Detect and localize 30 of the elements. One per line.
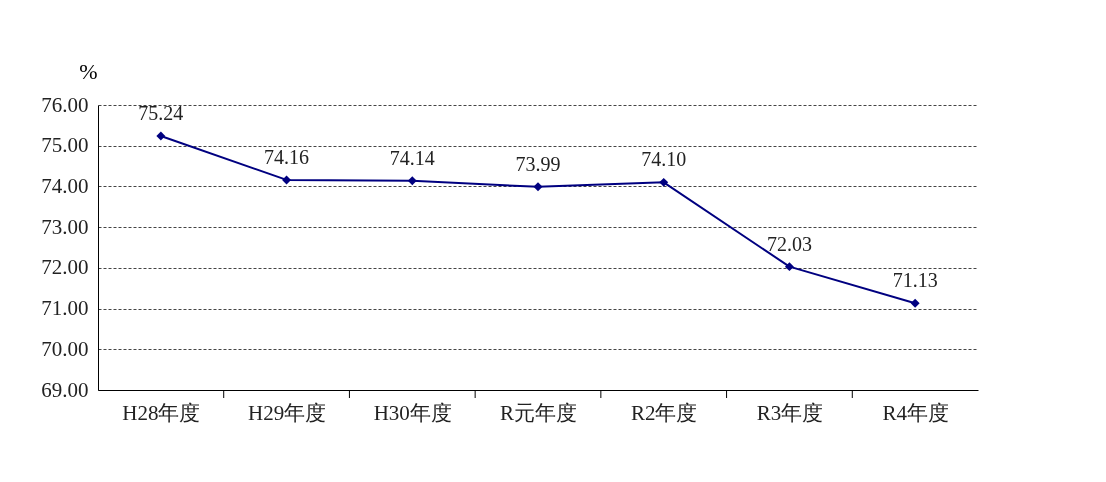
data-label: 71.13: [892, 269, 938, 292]
y-tick-label: 71.00: [41, 296, 89, 321]
y-tick-label: 70.00: [41, 336, 89, 361]
data-label: 75.24: [138, 101, 184, 124]
y-axis-title: %: [79, 58, 98, 84]
x-tick-label: H30年度: [373, 400, 452, 425]
data-label: 72.03: [766, 232, 812, 255]
x-tick-label: R3年度: [756, 400, 824, 425]
point: [407, 176, 417, 186]
data-label: 73.99: [515, 152, 561, 175]
point: [910, 298, 920, 308]
data-label: 74.16: [264, 145, 310, 168]
y-tick-label: 76.00: [41, 92, 89, 117]
x-tick-label: R4年度: [882, 400, 949, 425]
data-label: 74.14: [389, 146, 435, 169]
y-tick-label: 72.00: [41, 255, 89, 280]
x-tick-label: R元年度: [499, 400, 578, 425]
point: [659, 177, 669, 187]
point: [282, 175, 292, 185]
x-tick-label: R2年度: [630, 400, 698, 425]
data-label: 74.10: [641, 148, 687, 171]
y-tick-label: 73.00: [41, 214, 89, 239]
x-tick-label: H29年度: [247, 400, 327, 425]
y-tick-label: 75.00: [41, 133, 89, 158]
point: [156, 131, 166, 141]
y-tick-label: 74.00: [41, 173, 89, 198]
point: [784, 262, 794, 272]
x-tick-label: H28年度: [122, 400, 201, 425]
point: [533, 182, 543, 192]
y-tick-label: 69.00: [41, 377, 89, 402]
